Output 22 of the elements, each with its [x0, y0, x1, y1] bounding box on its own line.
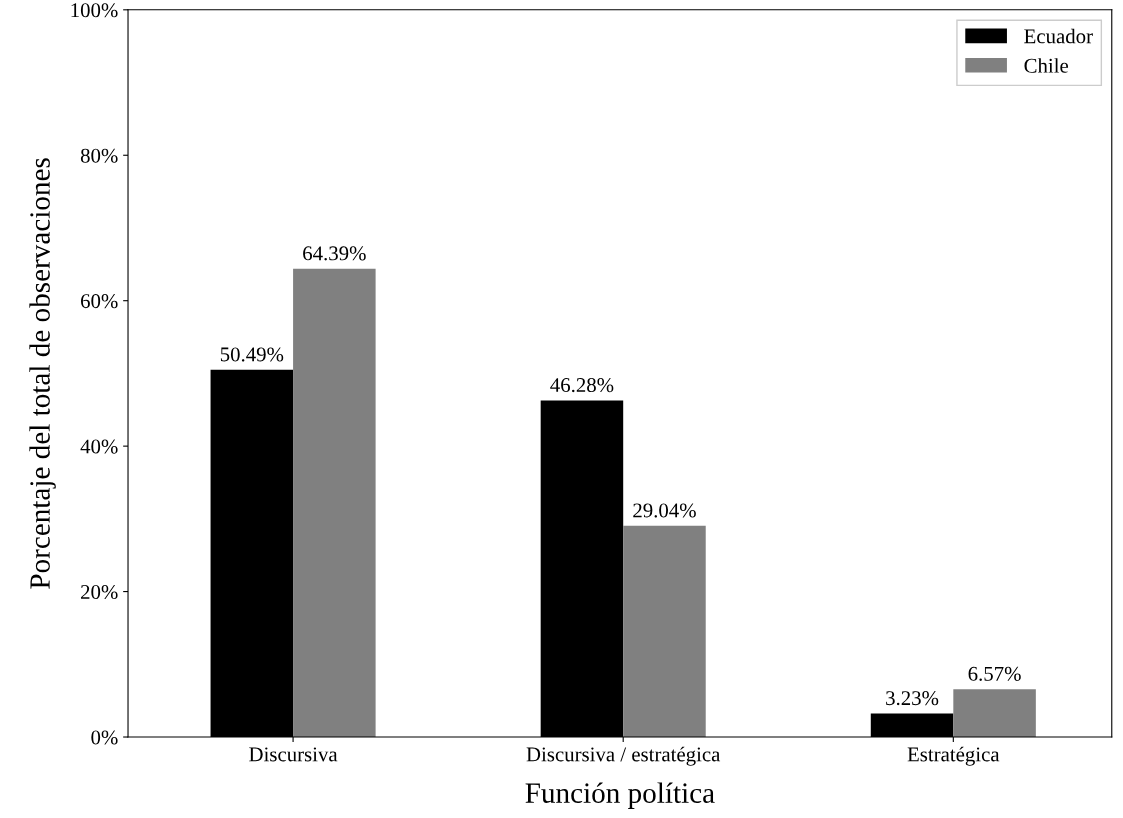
- y-tick-label: 40%: [80, 439, 118, 454]
- data-label: 3.23%: [886, 691, 939, 706]
- data-label: 29.04%: [633, 503, 696, 518]
- y-tick-label: 60%: [81, 294, 118, 309]
- x-axis-title: Función política: [525, 782, 715, 809]
- x-tick-label: Discursiva / estratégica: [526, 746, 721, 766]
- legend-label: Chile: [1024, 58, 1069, 73]
- y-tick-label: 100%: [71, 3, 118, 18]
- x-tick-label: Estratégica: [907, 746, 1000, 766]
- data-label: 50.49%: [220, 347, 284, 362]
- data-label: 6.57%: [968, 666, 1021, 681]
- data-label: 46.28%: [550, 378, 614, 393]
- y-tick-label: 80%: [80, 148, 118, 163]
- y-tick-label: 20%: [81, 584, 118, 600]
- bar: [293, 268, 376, 738]
- data-label: 64.39%: [303, 246, 366, 261]
- bar: [623, 525, 706, 738]
- x-tick-label: Discursiva: [249, 747, 338, 762]
- y-tick-label: 0%: [91, 730, 118, 745]
- y-axis-title: Porcentaje del total de observaciones: [29, 158, 56, 589]
- bar: [953, 689, 1036, 738]
- legend-label: Ecuador: [1024, 28, 1093, 44]
